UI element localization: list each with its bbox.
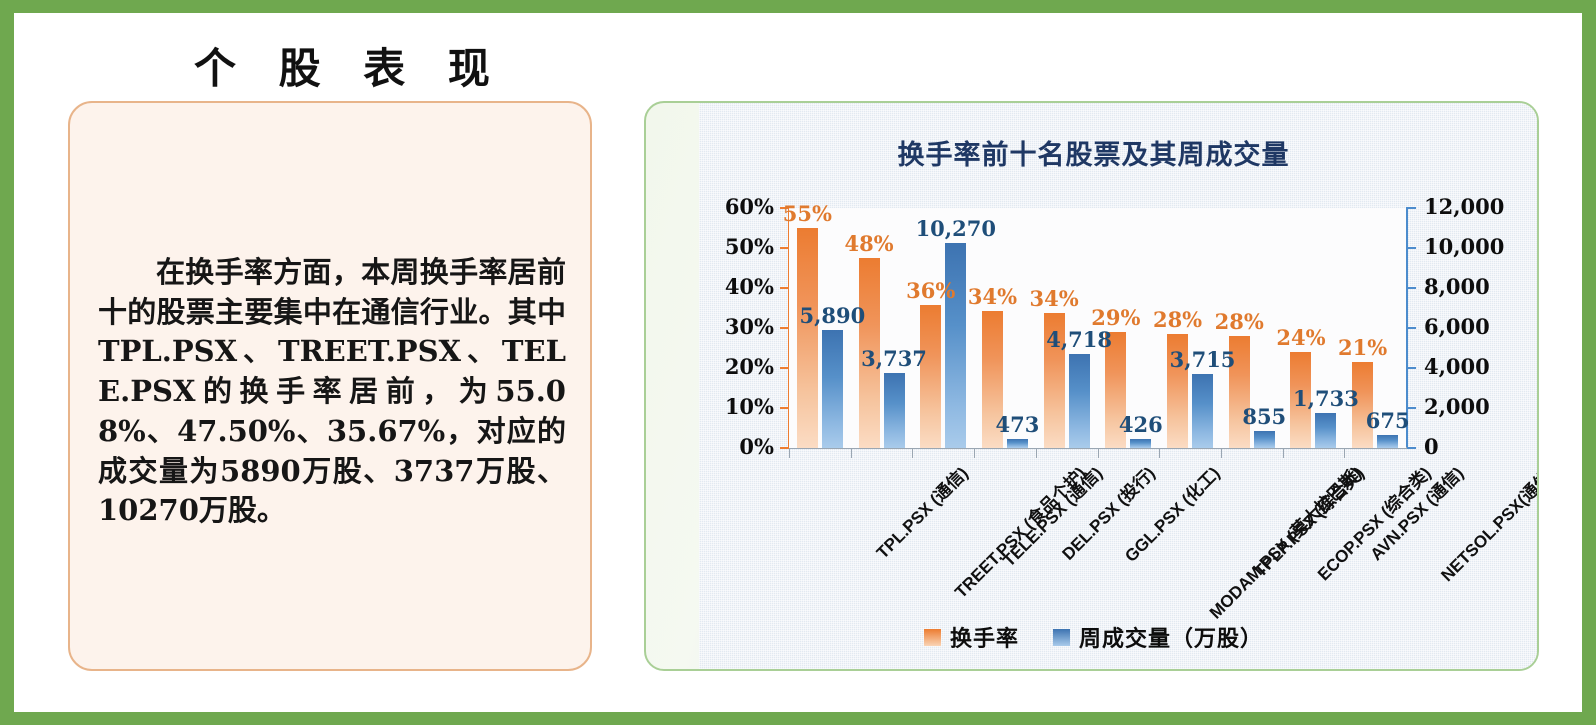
data-label-turnover-rate: 36% — [906, 278, 956, 304]
bar-weekly-volume[interactable] — [1068, 353, 1090, 448]
bar-turnover-rate[interactable] — [920, 305, 942, 448]
right-axis-tick-label: 12,000 — [1424, 194, 1505, 219]
data-label-turnover-rate: 28% — [1214, 308, 1264, 334]
right-axis-tick-label: 8,000 — [1424, 274, 1490, 299]
left-axis-tick-label: 60% — [724, 194, 774, 219]
bar-weekly-volume[interactable] — [1253, 430, 1275, 448]
category-axis-tick — [912, 449, 914, 458]
bar-turnover-rate[interactable] — [1167, 334, 1189, 448]
bar-weekly-volume[interactable] — [1315, 413, 1337, 448]
right-axis-tick-label: 6,000 — [1424, 314, 1490, 339]
data-label-turnover-rate: 48% — [844, 231, 894, 256]
bar-weekly-volume[interactable] — [1006, 438, 1028, 448]
page-title: 个 股 表 现 — [194, 44, 504, 93]
left-axis-tick — [780, 207, 789, 209]
left-axis-tick-label: 40% — [724, 274, 774, 299]
legend-item[interactable]: 换手率 — [923, 621, 1019, 653]
left-axis-tick — [780, 247, 789, 249]
bar-weekly-volume[interactable] — [1192, 373, 1214, 448]
bar-weekly-volume[interactable] — [1130, 439, 1152, 448]
chart-title: 换手率前十名股票及其周成交量 — [897, 140, 1290, 171]
bar-turnover-rate[interactable] — [796, 227, 818, 448]
data-label-weekly-volume: 4,718 — [1046, 326, 1113, 352]
left-axis-tick-label: 20% — [724, 354, 774, 379]
category-axis-tick — [1282, 449, 1284, 458]
category-axis-tick — [850, 449, 852, 458]
category-axis-tick — [1035, 449, 1037, 458]
category-axis-tick — [789, 449, 790, 458]
data-label-weekly-volume: 3,737 — [861, 346, 927, 372]
left-axis-tick-label: 10% — [724, 394, 774, 419]
chart-legend: 换手率 周成交量（万股） — [646, 621, 1537, 653]
right-axis-tick — [1407, 247, 1416, 249]
bar-turnover-rate[interactable] — [858, 258, 880, 448]
right-axis-tick — [1407, 367, 1416, 369]
bar-weekly-volume[interactable] — [821, 330, 843, 448]
data-label-weekly-volume: 10,270 — [915, 215, 996, 241]
right-axis-tick — [1407, 447, 1416, 449]
category-axis-tick — [1097, 449, 1099, 458]
data-label-weekly-volume: 473 — [995, 411, 1040, 437]
legend-label: 周成交量（万股） — [1079, 626, 1264, 652]
bar-turnover-rate[interactable] — [1105, 332, 1127, 448]
data-label-turnover-rate: 28% — [1152, 307, 1203, 333]
right-axis-tick — [1407, 287, 1416, 289]
data-label-turnover-rate: 34% — [967, 284, 1018, 309]
right-axis-tick-label: 10,000 — [1424, 234, 1505, 259]
legend-swatch-icon — [1053, 628, 1070, 646]
right-axis-tick-label: 2,000 — [1424, 394, 1490, 419]
bar-turnover-rate[interactable] — [1043, 313, 1065, 448]
left-axis-tick — [780, 407, 789, 409]
legend-swatch-icon — [923, 628, 941, 646]
legend-item[interactable]: 周成交量（万股） — [1053, 621, 1263, 653]
left-axis-tick — [780, 447, 789, 449]
left-axis-tick-label: 0% — [739, 434, 774, 459]
bar-turnover-rate[interactable] — [1228, 335, 1250, 448]
left-axis-tick-label: 50% — [724, 234, 774, 259]
bar-weekly-volume[interactable] — [1377, 434, 1399, 448]
data-label-turnover-rate: 55% — [782, 200, 832, 226]
data-label-turnover-rate: 29% — [1091, 305, 1141, 331]
data-label-weekly-volume: 855 — [1242, 403, 1287, 429]
left-axis-tick — [780, 287, 789, 289]
right-axis-tick — [1407, 207, 1416, 209]
bar-weekly-volume[interactable] — [883, 373, 905, 448]
data-label-turnover-rate: 34% — [1029, 286, 1079, 312]
bar-turnover-rate[interactable] — [1352, 362, 1374, 448]
data-label-weekly-volume: 3,715 — [1169, 346, 1236, 372]
data-label-weekly-volume: 675 — [1365, 407, 1410, 433]
data-label-weekly-volume: 426 — [1118, 412, 1163, 438]
right-axis-tick-label: 4,000 — [1424, 354, 1490, 379]
data-label-weekly-volume: 1,733 — [1293, 386, 1359, 412]
commentary-text: 在换手率方面，本周换手率居前十的股票主要集中在通信行业。其中TPL.PSX、TR… — [98, 255, 566, 528]
left-axis-tick-label: 30% — [724, 314, 774, 339]
commentary-panel: 在换手率方面，本周换手率居前十的股票主要集中在通信行业。其中TPL.PSX、TR… — [68, 101, 592, 671]
bar-turnover-rate[interactable] — [981, 311, 1003, 448]
data-label-turnover-rate: 24% — [1276, 325, 1326, 351]
category-axis-tick — [1220, 449, 1222, 458]
right-axis-tick-label: 0 — [1424, 434, 1439, 459]
left-axis-tick — [780, 367, 789, 369]
bar-turnover-rate[interactable] — [1290, 352, 1312, 448]
category-axis — [788, 447, 1408, 449]
legend-label: 换手率 — [949, 626, 1019, 652]
category-axis-tick — [1159, 449, 1161, 458]
chart-panel: 换手率前十名股票及其周成交量 55% 5,890 48% 3,737 36% 10,270… — [644, 101, 1539, 671]
right-axis-tick — [1407, 407, 1416, 409]
bar-weekly-volume[interactable] — [945, 242, 967, 448]
data-label-weekly-volume: 5,890 — [799, 303, 866, 329]
right-axis-tick — [1407, 327, 1416, 329]
left-axis-tick — [780, 327, 789, 329]
category-axis-tick — [1344, 449, 1346, 458]
slide-inner-canvas: 个 股 表 现 在换手率方面，本周换手率居前十的股票主要集中在通信行业。其中TP… — [14, 13, 1582, 712]
data-label-turnover-rate: 21% — [1338, 335, 1388, 361]
category-axis-tick — [974, 449, 976, 458]
